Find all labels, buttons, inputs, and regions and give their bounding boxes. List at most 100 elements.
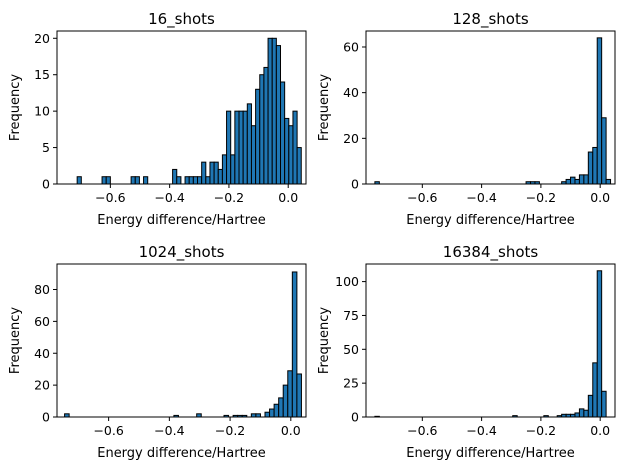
x-tick-label: 0.0 (590, 190, 610, 205)
histogram-bar (271, 37, 277, 185)
y-tick-label: 0 (42, 177, 50, 192)
x-tick-label: −0.2 (215, 423, 245, 438)
chart-title: 16_shots (148, 10, 215, 29)
histogram-bar (192, 176, 199, 185)
y-tick-label: 60 (34, 314, 50, 329)
y-tick-label: 75 (343, 308, 359, 323)
y-axis-label: Frequency (8, 74, 23, 141)
histogram-bar (574, 412, 580, 418)
x-tick-label: −0.6 (407, 423, 437, 438)
histogram-bar (284, 117, 290, 185)
y-tick-label: 20 (34, 31, 50, 46)
histogram-bars (76, 37, 302, 185)
axes-frame (56, 263, 307, 418)
y-tick-label: 20 (34, 378, 50, 393)
histogram-bar (197, 176, 203, 185)
histogram-bar (209, 161, 215, 185)
x-tick-label: 0.0 (281, 423, 301, 438)
histogram-bar (282, 384, 289, 418)
x-tick-label: −0.4 (466, 423, 496, 438)
histogram-bar (583, 174, 589, 185)
histogram-bar (234, 110, 240, 185)
histogram-bar (130, 176, 136, 185)
histogram-bar (592, 146, 598, 185)
histogram-bar (278, 397, 284, 418)
histogram-bar (596, 270, 603, 418)
histogram-bar (238, 110, 244, 185)
histogram-bar (105, 176, 111, 185)
subplot-4: −0.6 −0.4 −0.2 0.0 0 25 50 75 100 16384_shots Ener… (317, 243, 616, 461)
histogram-bar (288, 125, 294, 185)
y-tick-label: 40 (34, 346, 50, 361)
y-tick-label: 0 (42, 410, 50, 425)
x-axis-label: Energy difference/Hartree (406, 213, 575, 228)
histogram-bar (605, 178, 612, 185)
histogram-bar (176, 176, 182, 185)
x-tick-label: −0.6 (407, 190, 437, 205)
histogram-bar (201, 161, 207, 185)
y-tick-label: 50 (343, 342, 359, 357)
histogram-bar (134, 176, 140, 185)
y-tick-label: 5 (42, 140, 50, 155)
histogram-bar (296, 373, 302, 418)
histogram-bars (374, 37, 612, 185)
histogram-bar (221, 154, 228, 185)
histogram-bar (587, 151, 594, 185)
x-axis-label: Energy difference/Hartree (97, 446, 266, 461)
histogram-bar (583, 409, 589, 418)
histogram-bar (296, 147, 302, 185)
x-tick-label: −0.6 (95, 190, 125, 205)
histogram-bar (217, 168, 223, 185)
y-axis-label: Frequency (317, 307, 332, 374)
histogram-bar (273, 403, 280, 418)
histogram-bar (592, 362, 598, 418)
histogram-bar (188, 176, 194, 185)
y-tick-label: 0 (351, 410, 359, 425)
histogram-bar (255, 88, 261, 185)
x-tick-label: −0.4 (154, 423, 184, 438)
histogram-bar (76, 176, 82, 185)
histogram-bar (246, 103, 252, 185)
y-axis-label: Frequency (8, 307, 23, 374)
histogram-bar (275, 45, 282, 185)
x-tick-label: −0.6 (93, 423, 123, 438)
axes-frame (365, 263, 616, 418)
histogram-bar (578, 174, 585, 185)
histogram-bar (205, 176, 211, 185)
subplot-3: −0.6 −0.4 −0.2 0.0 0 20 40 60 80 1024_shots Energy… (8, 243, 307, 461)
histogram-bar (570, 176, 576, 185)
y-tick-label: 80 (34, 282, 50, 297)
histogram-bar (578, 408, 585, 418)
axes-frame (365, 30, 616, 185)
histogram-bar (280, 81, 286, 185)
y-axis-label: Frequency (317, 74, 332, 141)
histogram-bar (565, 178, 572, 185)
histogram-bar (242, 110, 248, 185)
histogram-bar (574, 178, 580, 185)
subplot-1: −0.6 −0.4 −0.2 0.0 0 5 10 15 20 16_shots Energy di… (8, 10, 307, 228)
y-tick-label: 10 (34, 104, 50, 119)
histogram-bar (230, 154, 236, 185)
x-tick-label: −0.2 (526, 190, 556, 205)
subplot-2: −0.6 −0.4 −0.2 0.0 0 20 40 60 128_shots Energy di… (317, 10, 616, 228)
histogram-bars (64, 271, 302, 418)
x-tick-label: −0.2 (526, 423, 556, 438)
x-tick-label: 0.0 (278, 190, 298, 205)
histogram-bar (259, 74, 265, 185)
x-axis-label: Energy difference/Hartree (406, 446, 575, 461)
y-tick-label: 15 (34, 67, 50, 82)
histogram-bar (596, 37, 603, 185)
chart-title: 1024_shots (139, 243, 225, 262)
histogram-bar (213, 161, 219, 185)
histogram-bar (269, 408, 275, 418)
histogram-bar (184, 176, 190, 185)
y-tick-label: 20 (343, 131, 359, 146)
y-tick-label: 0 (351, 177, 359, 192)
histogram-bar (264, 411, 271, 418)
chart-title: 16384_shots (443, 243, 539, 262)
histogram-bar (587, 394, 594, 418)
histogram-bar (267, 37, 273, 185)
x-tick-label: −0.4 (466, 190, 496, 205)
x-axis-label: Energy difference/Hartree (97, 213, 266, 228)
